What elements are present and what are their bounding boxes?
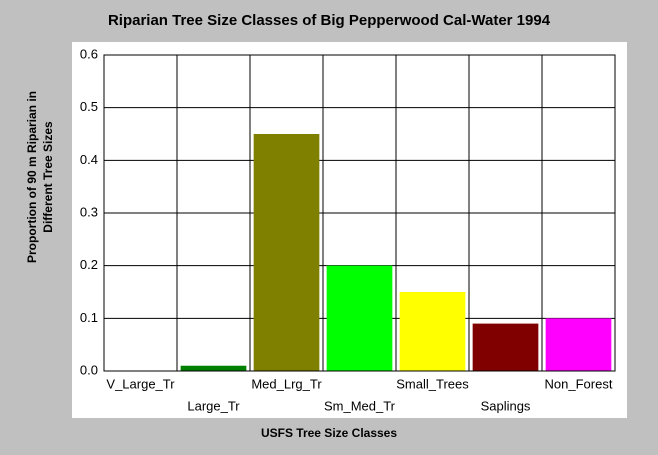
y-axis-label: Proportion of 90 m Riparian in (25, 91, 39, 263)
x-tick-label: Saplings (481, 398, 531, 413)
x-tick-label: Med_Lrg_Tr (251, 376, 322, 391)
y-tick-label: 0.3 (80, 204, 98, 219)
x-axis-label: USFS Tree Size Classes (261, 426, 397, 440)
x-tick-label: Sm_Med_Tr (324, 398, 396, 413)
y-axis-label: Different Tree Sizes (41, 121, 55, 233)
y-tick-label: 0.4 (80, 152, 98, 167)
bar (180, 365, 247, 371)
x-tick-label: Small_Trees (396, 376, 469, 391)
bar (253, 134, 320, 371)
y-tick-label: 0.5 (80, 99, 98, 114)
bar (326, 265, 393, 371)
x-tick-label: Non_Forest (545, 376, 613, 391)
y-tick-label: 0.6 (80, 46, 98, 61)
bar (545, 318, 612, 371)
plot-border (103, 54, 616, 372)
bar (472, 323, 539, 371)
y-tick-label: 0.1 (80, 310, 98, 325)
y-tick-label: 0.0 (80, 362, 98, 377)
x-tick-label: V_Large_Tr (106, 376, 175, 391)
bar (399, 292, 466, 371)
x-tick-label: Large_Tr (187, 398, 240, 413)
y-tick-label: 0.2 (80, 257, 98, 272)
chart-title: Riparian Tree Size Classes of Big Pepper… (108, 12, 551, 29)
